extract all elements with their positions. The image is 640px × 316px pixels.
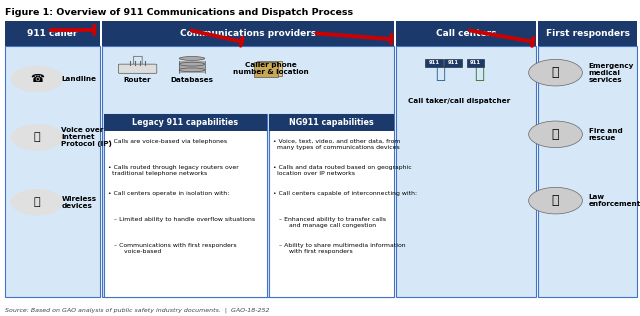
FancyBboxPatch shape xyxy=(102,46,394,297)
Text: Call centers: Call centers xyxy=(436,29,496,38)
Text: 911: 911 xyxy=(470,60,481,65)
FancyBboxPatch shape xyxy=(179,67,205,73)
Text: – Ability to share multimedia information
     with first responders: – Ability to share multimedia informatio… xyxy=(279,243,406,254)
Text: NG911 capabilities: NG911 capabilities xyxy=(289,118,374,127)
Text: Voice over
Internet
Protocol (IP): Voice over Internet Protocol (IP) xyxy=(61,127,112,148)
FancyBboxPatch shape xyxy=(538,21,637,46)
Text: Source: Based on GAO analysis of public safety industry documents.  |  GAO-18-25: Source: Based on GAO analysis of public … xyxy=(5,307,269,313)
Text: – Communications with first responders
     voice-based: – Communications with first responders v… xyxy=(114,243,237,254)
Text: • Calls routed through legacy routers over
  traditional telephone networks: • Calls routed through legacy routers ov… xyxy=(108,165,238,176)
Text: 👤: 👤 xyxy=(474,64,484,82)
Ellipse shape xyxy=(179,68,205,72)
Text: ⬜: ⬜ xyxy=(132,54,143,73)
FancyBboxPatch shape xyxy=(269,114,394,297)
Text: 🚒: 🚒 xyxy=(552,128,559,141)
Text: Fire and
rescue: Fire and rescue xyxy=(589,128,623,141)
Text: ☎: ☎ xyxy=(30,74,44,84)
Text: 911: 911 xyxy=(447,60,459,65)
FancyBboxPatch shape xyxy=(467,59,484,67)
Text: Law
enforcement: Law enforcement xyxy=(589,194,640,207)
FancyBboxPatch shape xyxy=(104,114,267,297)
FancyBboxPatch shape xyxy=(396,46,536,297)
Text: Legacy 911 capabilities: Legacy 911 capabilities xyxy=(132,118,238,127)
Ellipse shape xyxy=(179,57,205,60)
Text: Router: Router xyxy=(124,77,152,83)
Text: Databases: Databases xyxy=(170,77,214,83)
Text: Communications providers: Communications providers xyxy=(180,29,316,38)
Circle shape xyxy=(529,187,582,214)
FancyBboxPatch shape xyxy=(538,46,637,297)
FancyBboxPatch shape xyxy=(179,61,205,67)
FancyBboxPatch shape xyxy=(396,21,536,46)
Text: 👮: 👮 xyxy=(552,194,559,207)
Text: Landline: Landline xyxy=(61,76,97,82)
Text: First responders: First responders xyxy=(545,29,630,38)
Text: Figure 1: Overview of 911 Communications and Dispatch Process: Figure 1: Overview of 911 Communications… xyxy=(5,8,353,17)
Text: • Calls are voice-based via telephones: • Calls are voice-based via telephones xyxy=(108,139,227,144)
FancyBboxPatch shape xyxy=(104,114,267,131)
Text: – Enhanced ability to transfer calls
     and manage call congestion: – Enhanced ability to transfer calls and… xyxy=(279,217,386,228)
Circle shape xyxy=(529,59,582,86)
Text: • Calls and data routed based on geographic
  location over IP networks: • Calls and data routed based on geograp… xyxy=(273,165,412,176)
Text: 📶: 📶 xyxy=(34,197,40,207)
FancyBboxPatch shape xyxy=(102,21,394,46)
FancyBboxPatch shape xyxy=(425,59,443,67)
Circle shape xyxy=(12,190,63,215)
Text: 🚑: 🚑 xyxy=(552,66,559,79)
Circle shape xyxy=(12,66,63,92)
Text: Wireless
devices: Wireless devices xyxy=(61,196,97,209)
Text: 911: 911 xyxy=(428,60,440,65)
Circle shape xyxy=(12,125,63,150)
Text: – Limited ability to handle overflow situations: – Limited ability to handle overflow sit… xyxy=(114,217,255,222)
FancyBboxPatch shape xyxy=(118,64,157,73)
Text: • Call centers capable of interconnecting with:: • Call centers capable of interconnectin… xyxy=(273,191,417,196)
FancyBboxPatch shape xyxy=(257,61,282,76)
Text: 👤: 👤 xyxy=(435,64,445,82)
Text: 💻: 💻 xyxy=(34,132,40,143)
FancyBboxPatch shape xyxy=(269,114,394,131)
FancyBboxPatch shape xyxy=(5,46,100,297)
Text: Call taker/call dispatcher: Call taker/call dispatcher xyxy=(408,98,511,104)
Text: • Voice, text, video, and other data, from
  many types of communications device: • Voice, text, video, and other data, fr… xyxy=(273,139,400,150)
Ellipse shape xyxy=(179,62,205,66)
FancyBboxPatch shape xyxy=(5,21,100,46)
Circle shape xyxy=(529,121,582,148)
Text: • Call centers operate in isolation with:: • Call centers operate in isolation with… xyxy=(108,191,229,196)
Text: 911 caller: 911 caller xyxy=(28,29,77,38)
Text: Caller phone
number & location: Caller phone number & location xyxy=(233,62,308,75)
FancyBboxPatch shape xyxy=(254,62,278,77)
FancyBboxPatch shape xyxy=(444,59,462,67)
Text: Emergency
medical
services: Emergency medical services xyxy=(589,63,634,83)
